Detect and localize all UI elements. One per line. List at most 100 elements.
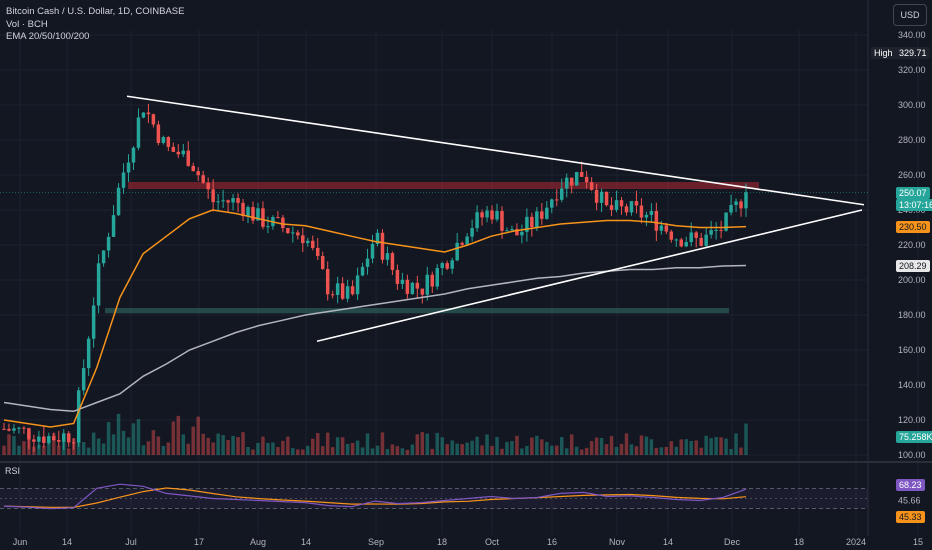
currency-button[interactable]: USD	[893, 4, 927, 26]
volume-bar	[76, 441, 81, 455]
candle-body	[281, 217, 285, 229]
candle-body	[649, 211, 654, 215]
candle-body	[510, 229, 514, 231]
volume-bar	[380, 432, 385, 455]
volume-bar	[241, 432, 245, 455]
rsi-other-tag: 45.33	[896, 511, 925, 523]
candle-body	[634, 201, 639, 206]
volume-bar	[350, 442, 355, 455]
volume-bar	[311, 438, 315, 455]
candle-body	[32, 439, 36, 442]
price-tick-label: 220.00	[898, 240, 926, 250]
date-tick-label: 18	[794, 537, 804, 547]
candle-body	[96, 263, 101, 306]
price-tick-label: 280.00	[898, 135, 926, 145]
volume-bar	[694, 440, 698, 455]
candle-body	[629, 201, 634, 213]
volume-bar	[81, 442, 86, 455]
candle-body	[2, 428, 6, 430]
volume-bar	[96, 438, 101, 455]
candle-body	[729, 204, 733, 213]
triangle-lower-line	[316, 209, 863, 343]
candle-body	[301, 235, 305, 244]
volume-bar	[266, 442, 270, 455]
volume-bar	[181, 434, 186, 455]
candle-body	[7, 428, 11, 431]
candle-body	[455, 242, 459, 261]
volume-bar	[480, 445, 484, 455]
date-tick-label: 18	[437, 537, 447, 547]
volume-bar	[226, 440, 230, 455]
candle-body	[684, 242, 688, 247]
volume-bar	[744, 423, 748, 455]
volume-bar	[604, 444, 609, 455]
candle-body	[724, 212, 728, 231]
volume-bar	[271, 442, 275, 455]
volume-bar	[191, 426, 195, 455]
volume-bar	[495, 436, 499, 455]
candle-body	[694, 232, 698, 238]
volume-bar	[540, 439, 544, 455]
candle-body	[370, 243, 375, 259]
volume-bar	[121, 430, 126, 455]
volume-bar	[390, 444, 395, 455]
candle-body	[550, 199, 554, 208]
candle-body	[739, 201, 743, 209]
date-tick-label: 17	[194, 537, 204, 547]
candle-body	[315, 247, 320, 256]
candle-body	[330, 294, 335, 296]
candle-body	[126, 162, 131, 173]
resistance-zone	[128, 182, 759, 189]
candle-body	[480, 212, 484, 218]
candle-body	[669, 231, 674, 240]
volume-bar	[221, 435, 225, 455]
volume-bar	[256, 442, 260, 455]
candle-body	[186, 150, 190, 166]
candle-body	[37, 436, 41, 442]
price-tick-label: 120.00	[898, 415, 926, 425]
candle-body	[221, 200, 225, 202]
candle-body	[709, 230, 713, 235]
candle-body	[131, 147, 136, 163]
candle-body	[525, 216, 529, 232]
candle-body	[579, 171, 584, 177]
volume-bar	[156, 436, 161, 455]
candle-body	[176, 151, 181, 155]
candle-body	[594, 189, 599, 203]
volume-bar	[71, 438, 76, 455]
volume-bar	[420, 432, 425, 455]
candle-body	[306, 240, 310, 244]
volume-bar	[729, 448, 733, 455]
volume-bar	[614, 446, 619, 455]
candle-body	[276, 217, 280, 219]
volume-bar	[306, 445, 310, 455]
candle-body	[251, 207, 255, 221]
volume-bar	[291, 448, 295, 455]
candle-body	[744, 192, 748, 209]
volume-bar	[62, 438, 66, 455]
date-tick-label: 14	[62, 537, 72, 547]
candle-body	[52, 436, 56, 441]
volume-bar	[669, 441, 674, 455]
volume-bar	[340, 437, 345, 455]
candle-body	[609, 205, 614, 210]
volume-bar	[32, 446, 36, 455]
rsi-ma-line	[3, 487, 747, 509]
candle-body	[495, 210, 499, 220]
volume-bar	[335, 437, 340, 455]
volume-bar	[674, 446, 679, 455]
price-tick-label: 100.00	[898, 450, 926, 460]
volume-bar	[609, 436, 614, 455]
volume-bar	[505, 441, 509, 455]
volume-bar	[624, 433, 629, 455]
candle-body	[86, 338, 91, 369]
date-tick-label: 14	[663, 537, 673, 547]
candle-body	[465, 236, 469, 245]
volume-bar	[246, 446, 250, 455]
candle-body	[714, 229, 718, 231]
volume-bar	[231, 435, 235, 455]
volume-bar	[166, 442, 171, 455]
volume-bar	[579, 449, 584, 455]
candle-body	[505, 230, 509, 232]
